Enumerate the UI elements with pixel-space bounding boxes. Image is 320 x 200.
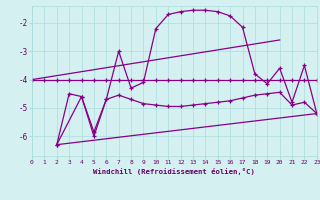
X-axis label: Windchill (Refroidissement éolien,°C): Windchill (Refroidissement éolien,°C) <box>93 168 255 175</box>
